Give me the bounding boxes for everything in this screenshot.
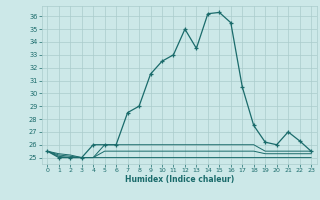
X-axis label: Humidex (Indice chaleur): Humidex (Indice chaleur) xyxy=(124,175,234,184)
